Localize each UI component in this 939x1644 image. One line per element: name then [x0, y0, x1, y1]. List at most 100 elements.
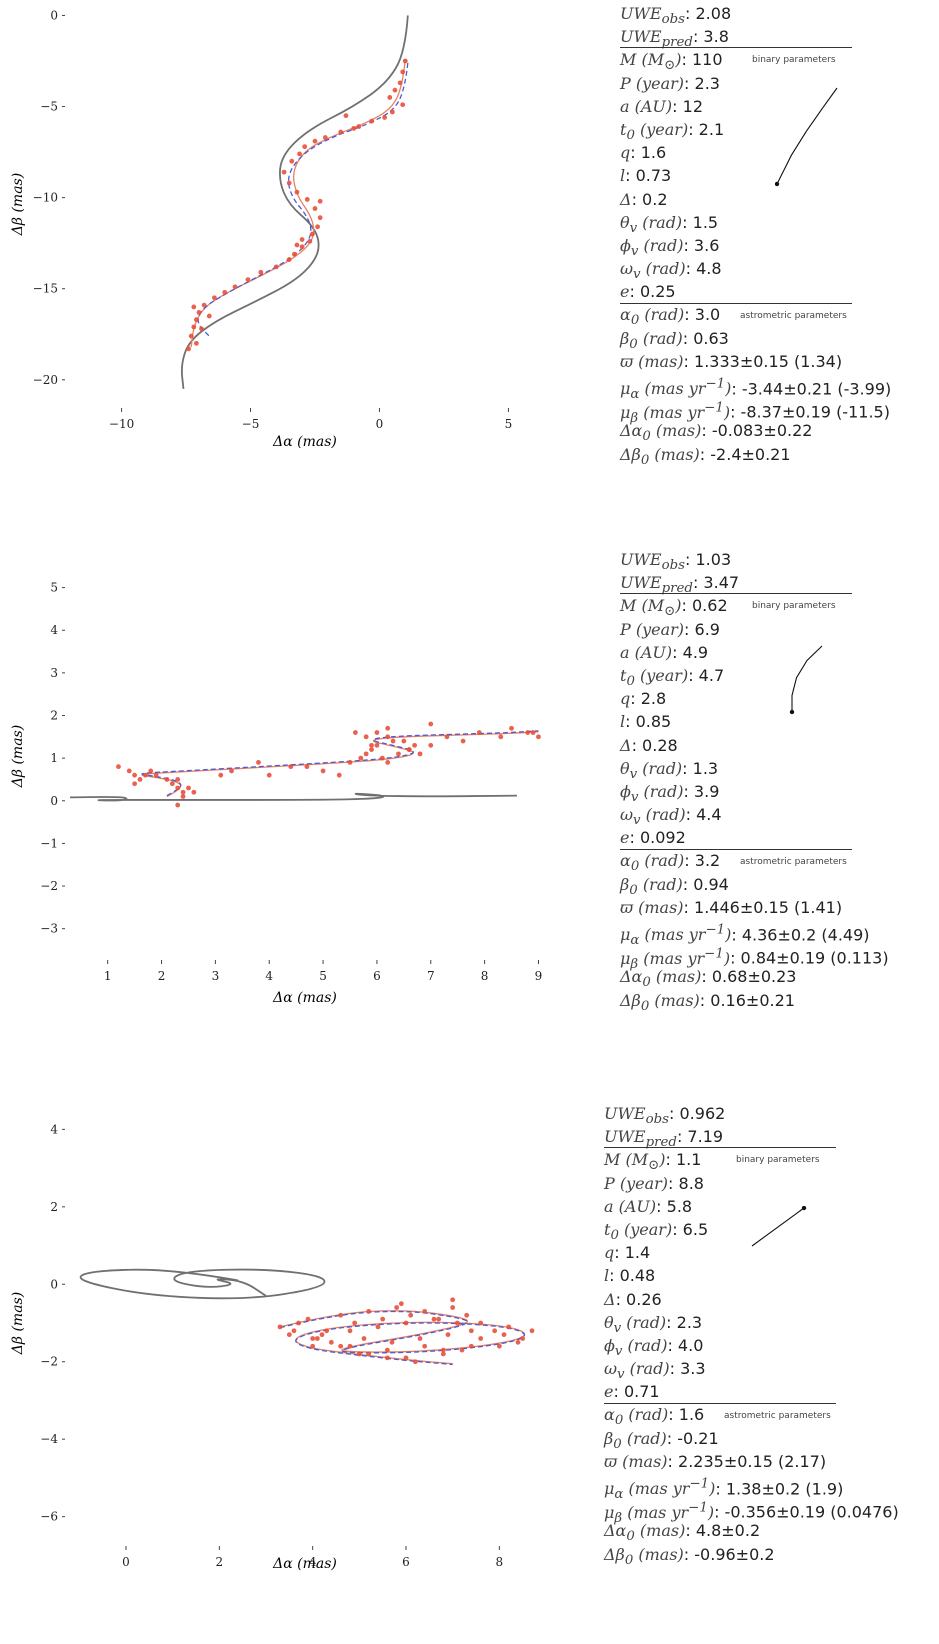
data-point [299, 237, 305, 242]
data-point [363, 751, 369, 757]
parameter-symbol: μα (mas yr−1) [620, 377, 732, 403]
parameter-symbol: t0 (year) [620, 665, 689, 690]
parameter-row: l: 0.85 [620, 712, 672, 732]
parameter-symbol: l [604, 1266, 610, 1286]
parameter-row: M (M⊙): 0.62 [620, 596, 728, 620]
data-point [304, 197, 310, 202]
parameter-symbol: β0 (rad) [620, 874, 683, 898]
orbit-inset [775, 87, 838, 187]
parameter-value: 3.9 [693, 781, 720, 801]
data-point [468, 1343, 474, 1349]
parameter-symbol: l [620, 166, 626, 186]
orbit-inset [751, 1206, 807, 1247]
inset-endpoint [775, 181, 780, 187]
parameter-symbol: e [620, 828, 630, 848]
astrometric-parameters-label: astrometric parameters [740, 856, 847, 867]
parameter-symbol: ϕv (rad) [620, 235, 684, 260]
section-divider [604, 1402, 836, 1404]
y-tick: −4 [40, 1432, 65, 1446]
data-point [297, 151, 302, 157]
data-point [286, 180, 292, 186]
data-point [509, 725, 514, 731]
data-point [454, 1320, 460, 1326]
reference-track [69, 792, 517, 802]
data-point [496, 1343, 502, 1349]
parameter-value: 2.8 [640, 689, 667, 709]
parameter-value: 4.9 [682, 642, 709, 662]
data-point [266, 772, 272, 778]
parameter-row: Δβ0 (mas): 0.16±0.21 [620, 990, 795, 1014]
data-point [440, 1351, 446, 1357]
data-point [450, 1305, 456, 1310]
parameter-row: UWEpred: 3.8 [620, 27, 729, 51]
data-point [478, 1336, 484, 1341]
svg-text:1: 1 [50, 751, 58, 765]
svg-text:3: 3 [212, 969, 220, 983]
parameter-value: -0.96±0.2 [694, 1544, 775, 1564]
svg-text:0: 0 [376, 417, 384, 431]
parameter-row: ϖ (mas): 1.333±0.15 (1.34) [620, 351, 843, 371]
data-point [312, 206, 318, 211]
parameter-row: a (AU): 4.9 [620, 642, 709, 662]
data-point [294, 189, 300, 195]
model-track [279, 1310, 526, 1366]
data-point [347, 1328, 353, 1334]
scatter-plot: 5 4 3 2 1 0 −1 −2 −3 1 2 3 4 5 6 7 8 9 Δα (mas) Δβ (mas) [10, 581, 542, 1006]
data-point [363, 734, 369, 740]
svg-text:−5: −5 [242, 417, 260, 431]
data-point [351, 126, 357, 131]
svg-text:0: 0 [50, 8, 58, 22]
parameter-symbol: ϕv (rad) [604, 1335, 668, 1360]
parameter-value: 3.6 [693, 235, 720, 255]
data-point [406, 747, 412, 753]
svg-text:8: 8 [481, 969, 489, 983]
parameter-symbol: α0 (rad) [620, 305, 685, 329]
parameter-row: Δα0 (mas): -0.083±0.22 [620, 421, 813, 445]
svg-text:−2: −2 [40, 879, 58, 893]
data-point [520, 1336, 526, 1341]
data-point [417, 751, 423, 757]
x-tick: 0 [376, 408, 384, 431]
svg-text:3: 3 [50, 666, 58, 680]
parameter-value: 0.63 [693, 328, 729, 348]
x-tick: −10 [109, 408, 134, 431]
parameter-row: μα (mas yr−1): -3.44±0.21 (-3.99) [620, 377, 892, 403]
parameter-row: l: 0.73 [620, 166, 672, 186]
parameter-symbol: UWEpred [604, 1127, 677, 1151]
parameter-row: β0 (rad): 0.94 [620, 874, 729, 898]
data-point [436, 1316, 442, 1322]
data-point [444, 734, 450, 740]
parameter-symbol: θv (rad) [620, 212, 683, 236]
section-divider [620, 302, 852, 304]
svg-text:0: 0 [50, 794, 58, 808]
y-tick: 3 [50, 666, 65, 680]
data-point [396, 751, 401, 757]
parameter-value: 2.235±0.15 (2.17) [678, 1451, 827, 1471]
parameter-row: e: 0.25 [620, 282, 676, 302]
parameter-value: 1.6 [678, 1405, 705, 1425]
x-tick: 7 [427, 960, 435, 983]
parameter-row: a (AU): 5.8 [604, 1196, 693, 1216]
parameter-row: ϕv (rad): 4.0 [604, 1335, 704, 1360]
parameter-value: 3.0 [694, 305, 721, 325]
parameter-value: 1.1 [676, 1150, 702, 1170]
svg-text:4: 4 [50, 1122, 58, 1136]
data-point [366, 1351, 372, 1357]
svg-text:5: 5 [50, 581, 58, 595]
data-point [389, 1339, 395, 1345]
parameter-value: 3.47 [703, 573, 740, 593]
data-point [304, 764, 310, 770]
parameter-list: UWEobs: 1.03 UWEpred: 3.47 M (M⊙): 0.62 P (… [620, 548, 889, 1014]
data-point [450, 1297, 456, 1303]
parameter-row: q: 1.6 [620, 143, 667, 163]
parameter-value: 0.94 [693, 874, 729, 894]
parameter-row: μα (mas yr−1): 4.36±0.2 (4.49) [620, 923, 870, 949]
parameter-value: 0.84±0.19 (0.113) [740, 948, 889, 968]
data-point [403, 1355, 409, 1361]
parameter-row: q: 1.4 [604, 1243, 651, 1263]
data-point [315, 224, 320, 230]
fitted-track [190, 59, 406, 348]
data-point [116, 764, 121, 770]
data-point [180, 789, 186, 795]
parameter-symbol: UWEpred [620, 27, 693, 51]
